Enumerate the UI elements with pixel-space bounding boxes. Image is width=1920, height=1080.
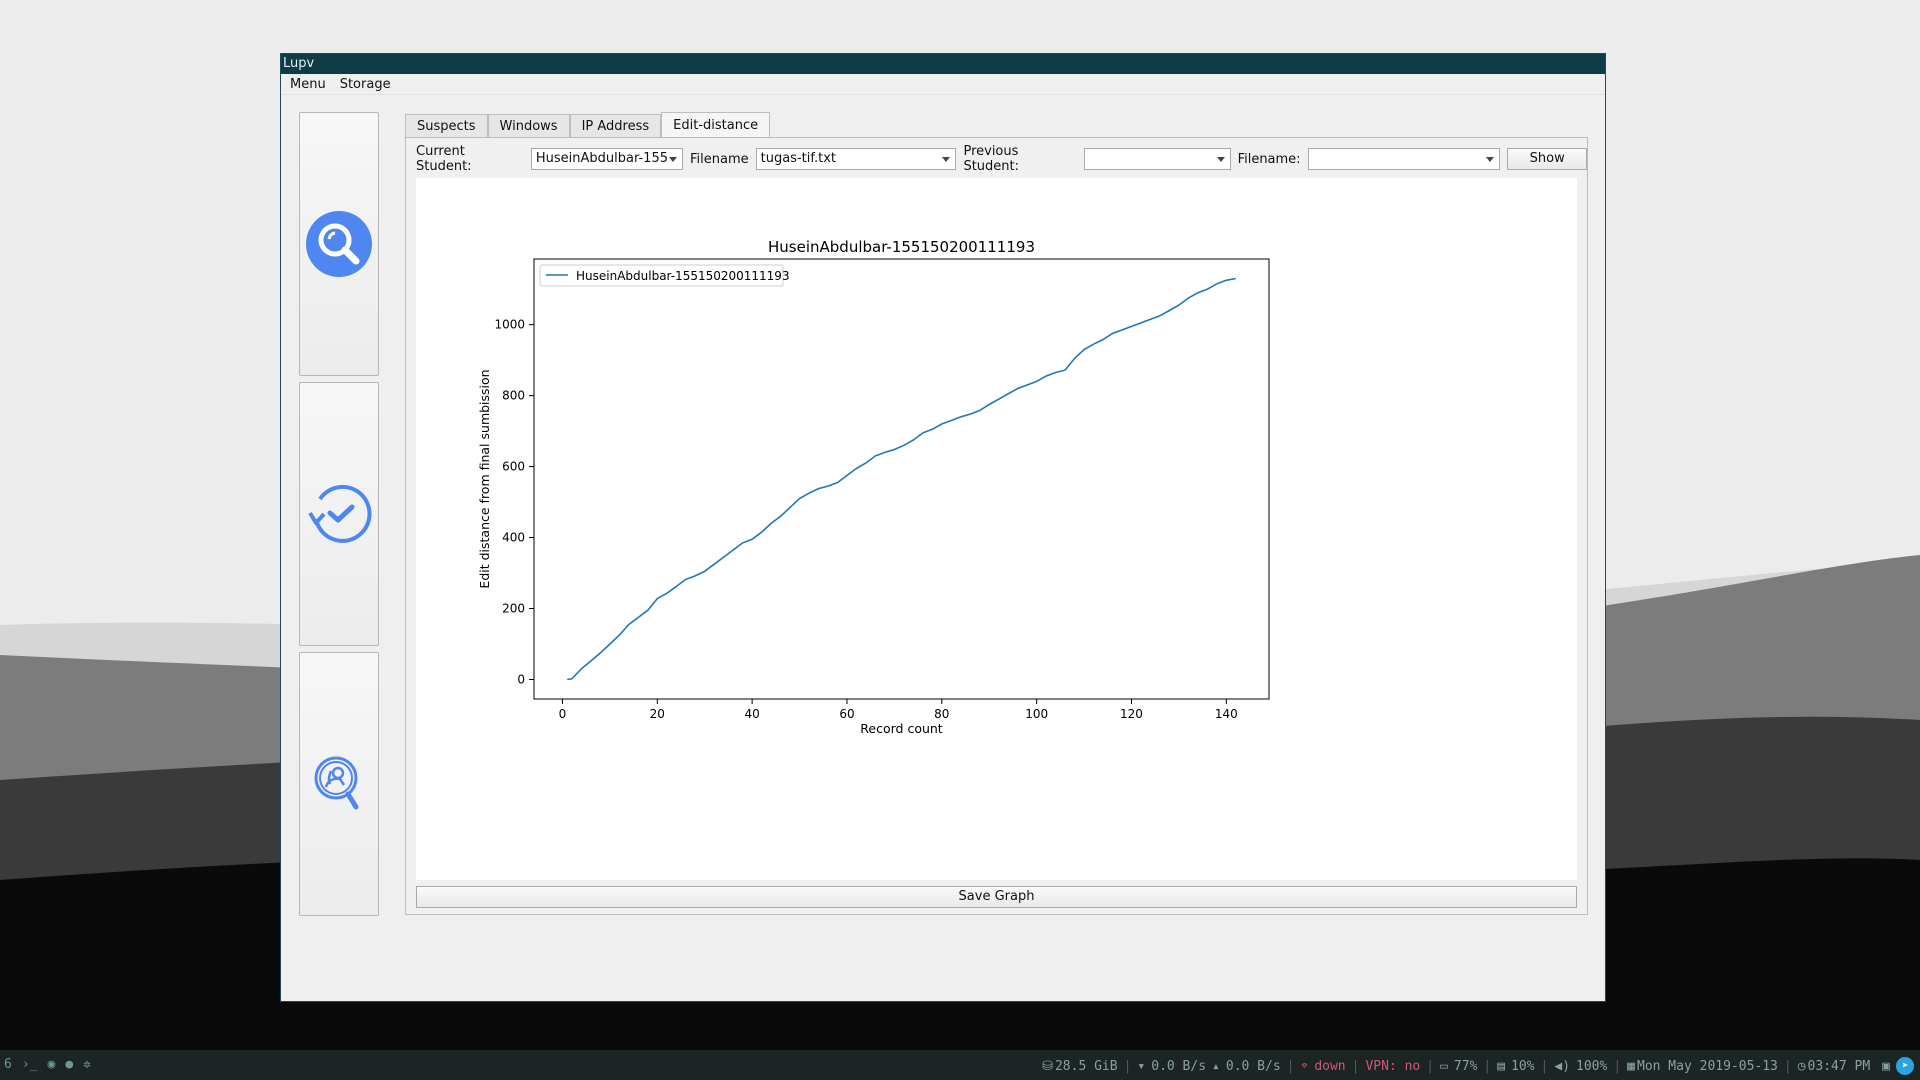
filename-value: tugas-tif.txt: [760, 151, 837, 166]
tab-windows[interactable]: Windows: [487, 114, 570, 137]
search-icon: [306, 211, 372, 277]
cpu-usage: 10%: [1511, 1058, 1535, 1074]
save-graph-button[interactable]: Save Graph: [416, 886, 1577, 908]
y-tick-label: 200: [502, 602, 525, 616]
filename2-select[interactable]: [1307, 148, 1501, 170]
taskbar-left: 6 ›_ ◉ ● ✲: [4, 1057, 91, 1072]
separator: |: [1426, 1058, 1435, 1074]
separator: |: [1351, 1058, 1360, 1074]
sidebar-user-search-button[interactable]: [299, 652, 379, 916]
screen-icon[interactable]: ▣: [1882, 1058, 1890, 1074]
x-tick-label: 20: [650, 707, 665, 721]
battery-icon: ▭: [1440, 1058, 1448, 1074]
y-tick-label: 800: [502, 389, 525, 403]
telegram-icon[interactable]: ➤: [1896, 1057, 1914, 1075]
chat-icon[interactable]: ●: [65, 1057, 74, 1072]
volume-icon: ◀): [1554, 1058, 1571, 1074]
up-arrow-icon: ▴: [1212, 1058, 1220, 1074]
cpu-icon: ▤: [1497, 1058, 1506, 1074]
workspace-indicator[interactable]: 6: [4, 1057, 12, 1072]
x-tick-label: 140: [1215, 707, 1238, 721]
disk-usage: 28.5 GiB: [1054, 1058, 1118, 1074]
show-button[interactable]: Show: [1507, 148, 1587, 170]
user-search-icon: [314, 756, 359, 810]
legend-label: HuseinAbdulbar-155150200111193: [576, 269, 790, 283]
y-tick-label: 0: [517, 672, 525, 686]
y-tick-label: 400: [502, 531, 525, 545]
current-student-label: Current Student:: [416, 144, 472, 174]
menu-item-menu[interactable]: Menu: [290, 76, 326, 92]
x-tick-label: 120: [1120, 707, 1143, 721]
chart-title: HuseinAbdulbar-155150200111193: [768, 238, 1035, 256]
edit-distance-chart: HuseinAbdulbar-155150200111193 0 20 40 60 80 1…: [477, 238, 1270, 736]
time: 03:47 PM: [1807, 1058, 1871, 1074]
clock-icon: ◷: [1797, 1058, 1806, 1074]
tab-bar: Suspects Windows IP Address Edit-distanc…: [405, 112, 771, 137]
current-student-value: HuseinAbdulbar-155: [535, 151, 668, 166]
y-tick-label: 600: [502, 460, 525, 474]
y-tick-label: 1000: [494, 318, 525, 332]
terminal-icon[interactable]: ›_: [21, 1057, 38, 1072]
battery-level: 77%: [1453, 1058, 1478, 1074]
filename-label: Filename: [690, 151, 749, 167]
taskbar: 6 ›_ ◉ ● ✲ ⛁ 28.5 GiB | ▾ 0.0 B/s ▴ 0.0 B/s…: [0, 1050, 1920, 1080]
previous-student-label: Previous Student:: [963, 144, 1020, 174]
tab-ip-address[interactable]: IP Address: [569, 114, 662, 137]
current-student-select[interactable]: HuseinAbdulbar-155: [530, 148, 683, 170]
separator: |: [1123, 1058, 1132, 1074]
menu-bar: Menu Storage: [281, 74, 1605, 95]
x-tick-label: 60: [839, 707, 854, 721]
wifi-status: down: [1314, 1058, 1346, 1074]
up-rate: 0.0 B/s: [1225, 1058, 1281, 1074]
sidebar-search-button[interactable]: [299, 112, 379, 376]
history-icon: [308, 484, 372, 543]
chevron-down-icon: [1486, 157, 1495, 162]
window-title: Lupv: [281, 54, 1605, 74]
series-line: [567, 277, 1236, 681]
separator: |: [1483, 1058, 1492, 1074]
x-tick-label: 0: [559, 707, 567, 721]
previous-student-select[interactable]: [1084, 148, 1231, 170]
disk-icon: ⛁: [1042, 1058, 1053, 1074]
separator: |: [1613, 1058, 1622, 1074]
sidebar-history-button[interactable]: [299, 382, 379, 646]
chevron-down-icon: [942, 157, 951, 162]
tab-edit-distance[interactable]: Edit-distance: [661, 112, 771, 137]
x-tick-label: 80: [934, 707, 949, 721]
edit-distance-panel: Current Student: HuseinAbdulbar-155 File…: [405, 137, 1588, 915]
chevron-down-icon: [669, 157, 677, 162]
separator: |: [1540, 1058, 1549, 1074]
tab-suspects[interactable]: Suspects: [405, 114, 488, 137]
app-window: Lupv Menu Storage Suspects Windows: [280, 53, 1606, 1002]
wifi-icon: ⌔: [1300, 1058, 1309, 1074]
legend-box: [539, 264, 784, 287]
chevron-down-icon: [1216, 157, 1225, 162]
down-rate: 0.0 B/s: [1151, 1058, 1207, 1074]
controls-row: Current Student: HuseinAbdulbar-155 File…: [416, 144, 1587, 174]
filename2-label: Filename:: [1237, 151, 1301, 167]
browser-icon[interactable]: ◉: [47, 1057, 56, 1072]
plot-frame: [533, 258, 1270, 700]
settings-icon[interactable]: ✲: [83, 1057, 91, 1072]
vpn-status: VPN: no: [1365, 1058, 1421, 1074]
x-axis-label: Record count: [860, 721, 943, 736]
separator: |: [1286, 1058, 1295, 1074]
y-axis-label: Edit distance from final sumbission: [477, 369, 492, 588]
date: Mon May 2019-05-13: [1637, 1058, 1778, 1074]
taskbar-status: ⛁ 28.5 GiB | ▾ 0.0 B/s ▴ 0.0 B/s | ⌔ down | …: [1036, 1057, 1914, 1075]
menu-item-storage[interactable]: Storage: [339, 76, 391, 92]
calendar-icon: ▦: [1627, 1058, 1635, 1074]
x-tick-label: 100: [1025, 707, 1048, 721]
volume-level: 100%: [1576, 1058, 1608, 1074]
x-tick-label: 40: [744, 707, 759, 721]
down-arrow-icon: ▾: [1137, 1058, 1146, 1074]
filename-select[interactable]: tugas-tif.txt: [755, 148, 957, 170]
separator: |: [1783, 1058, 1792, 1074]
chart-area: HuseinAbdulbar-155150200111193 0 20 40 60 80 1…: [416, 178, 1577, 880]
